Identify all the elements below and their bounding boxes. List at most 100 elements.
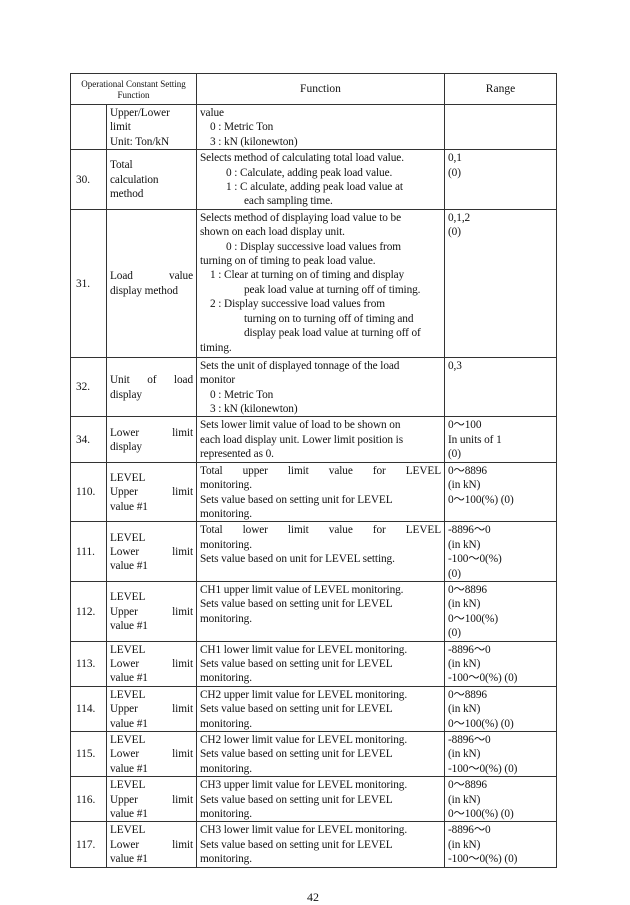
setting-name-line: LEVEL xyxy=(110,531,146,544)
setting-name-line: LEVEL xyxy=(110,688,146,701)
setting-number: 116. xyxy=(70,776,107,823)
table-row: 34. Lower limit display Sets lower limit va… xyxy=(70,416,557,463)
setting-name: Total calculation method xyxy=(106,149,197,210)
setting-range-line: -8896～0 xyxy=(448,643,491,656)
function-description-line: monitoring. xyxy=(200,672,252,685)
setting-name: Load value display method xyxy=(106,208,197,358)
function-description-line: CH3 lower limit value for LEVEL monitori… xyxy=(200,824,408,837)
setting-name-line: Upper limit xyxy=(110,703,193,716)
setting-name: Upper/Lower limit Unit: Ton/kN xyxy=(106,103,197,151)
setting-name: LEVEL Upper limit value #1 xyxy=(106,685,197,733)
function-description-line: monitoring. xyxy=(200,762,252,775)
setting-range-line: -100～0(%) (0) xyxy=(448,672,518,685)
function-description-line: each sampling time. xyxy=(244,195,333,208)
setting-name-line: Unit: Ton/kN xyxy=(110,135,169,148)
function-description-line: CH3 upper limit value for LEVEL monitori… xyxy=(200,779,408,792)
setting-range-line: 0,3 xyxy=(448,359,462,372)
page-content: Operational Constant Setting Function Fu… xyxy=(70,73,557,905)
setting-name-line: value #1 xyxy=(110,717,148,730)
function-description: CH2 upper limit value for LEVEL monitori… xyxy=(196,685,445,733)
setting-name: Unit of load display xyxy=(106,356,197,418)
function-description-line: Total upper limit value for LEVEL xyxy=(200,464,441,477)
setting-name-line: value #1 xyxy=(110,500,148,513)
setting-range-line: -100～0(%) (0) xyxy=(448,853,518,866)
function-description-line: Selects method of displaying load value … xyxy=(200,211,401,224)
function-description-line: turning on of timing to peak load value. xyxy=(200,255,376,268)
setting-name-line: display xyxy=(110,441,142,454)
function-description-line: monitoring. xyxy=(200,507,252,520)
setting-name-line: value #1 xyxy=(110,853,148,866)
setting-range-line: 0,1,2 xyxy=(448,211,471,224)
setting-range-line: -8896～0 xyxy=(448,824,491,837)
function-description-line: monitoring. xyxy=(200,612,252,625)
table-row: 112. LEVEL Upper limit value #1 CH1 upper li… xyxy=(70,580,557,642)
page-number: 42 xyxy=(307,889,319,904)
setting-number: 32. xyxy=(70,356,107,418)
function-description-line: monitoring. xyxy=(200,479,252,492)
setting-range: 0～100 In units of 1 (0) xyxy=(444,416,557,463)
function-description-line: 0 : Metric Ton xyxy=(210,388,274,401)
setting-range: -8896～0 (in kN) -100～0(%) (0) xyxy=(444,521,557,582)
setting-name-line: value #1 xyxy=(110,762,148,775)
table-row: 113. LEVEL Lower limit value #1 CH1 lower li… xyxy=(70,640,557,687)
table-row: 117. LEVEL Lower limit value #1 CH3 lower li… xyxy=(70,821,557,868)
setting-range-line: 0～100(%) (0) xyxy=(448,808,514,821)
setting-name-line: Lower limit xyxy=(110,657,193,670)
setting-number: 30. xyxy=(70,149,107,210)
setting-name: LEVEL Lower limit value #1 xyxy=(106,730,197,778)
function-description-line: 1 : Clear at turning on of timing and di… xyxy=(210,269,405,282)
function-description-line: Selects method of calculating total load… xyxy=(200,152,404,165)
setting-name-line: Upper/Lower xyxy=(110,107,170,119)
setting-range-line: 0～100(%) xyxy=(448,612,499,625)
function-description: CH2 lower limit value for LEVEL monitori… xyxy=(196,730,445,778)
function-description-line: peak load value at turning off of timing… xyxy=(244,283,421,296)
function-description-line: monitoring. xyxy=(200,853,252,866)
setting-range-line: 0～8896 xyxy=(448,688,487,701)
table-row: 32. Unit of load display Sets the unit of d… xyxy=(70,356,557,418)
function-description-line: CH2 upper limit value for LEVEL monitori… xyxy=(200,688,408,701)
function-description: Sets the unit of displayed tonnage of th… xyxy=(196,356,445,418)
setting-name-line: value #1 xyxy=(110,619,148,632)
setting-range-line: (in kN) xyxy=(448,703,481,716)
setting-name-line: Load value xyxy=(110,270,193,283)
table-row: 114. LEVEL Upper limit value #1 CH2 upper li… xyxy=(70,685,557,733)
setting-number: 112. xyxy=(70,580,107,642)
setting-name-line: Lower limit xyxy=(110,545,193,558)
function-description: Sets lower limit value of load to be sho… xyxy=(196,416,445,463)
setting-range-line: (0) xyxy=(448,448,461,461)
setting-range-line: (in kN) xyxy=(448,748,481,761)
function-description-line: 1 : C alculate, adding peak load value a… xyxy=(226,181,403,194)
setting-range: -8896～0 (in kN) -100～0(%) (0) xyxy=(444,821,557,868)
setting-range-line: (in kN) xyxy=(448,838,481,851)
setting-number: 115. xyxy=(70,730,107,778)
setting-number: 111. xyxy=(70,521,107,582)
setting-range: -8896～0 (in kN) -100～0(%) (0) xyxy=(444,730,557,778)
setting-name-line: value #1 xyxy=(110,560,148,573)
setting-name-line: value #1 xyxy=(110,808,148,821)
setting-range-line: (in kN) xyxy=(448,538,481,551)
setting-range: 0～8896 (in kN) 0～100(%) (0) xyxy=(444,685,557,733)
function-description-line: CH2 lower limit value for LEVEL monitori… xyxy=(200,734,408,746)
function-description-line: monitor xyxy=(200,374,236,387)
setting-range-line: 0～100 xyxy=(448,419,482,432)
setting-range-line: (0) xyxy=(448,627,461,640)
setting-name-line: calculation xyxy=(110,173,159,186)
setting-name-line: LEVEL xyxy=(110,471,146,484)
function-description-line: Sets value based on setting unit for LEV… xyxy=(200,793,393,806)
function-description-line: Sets value based on setting unit for LEV… xyxy=(200,703,393,716)
setting-range xyxy=(444,103,557,151)
setting-name-line: LEVEL xyxy=(110,824,146,837)
function-description-line: Total lower limit value for LEVEL xyxy=(200,524,441,537)
function-description-line: monitoring. xyxy=(200,808,252,821)
setting-range: 0,3 xyxy=(444,356,557,418)
function-description-line: Sets the unit of displayed tonnage of th… xyxy=(200,359,400,372)
setting-range-line: -8896～0 xyxy=(448,734,491,746)
setting-name-line: Upper limit xyxy=(110,793,193,806)
setting-name-line: LEVEL xyxy=(110,779,146,792)
table-row: 115. LEVEL Lower limit value #1 CH2 lower li… xyxy=(70,730,557,778)
function-description: Selects method of calculating total load… xyxy=(196,149,445,210)
function-description-line: monitoring. xyxy=(200,717,252,730)
function-description: Total lower limit value for LEVEL monitor… xyxy=(196,521,445,582)
setting-name: LEVEL Upper limit value #1 xyxy=(106,461,197,523)
setting-name: LEVEL Upper limit value #1 xyxy=(106,776,197,823)
